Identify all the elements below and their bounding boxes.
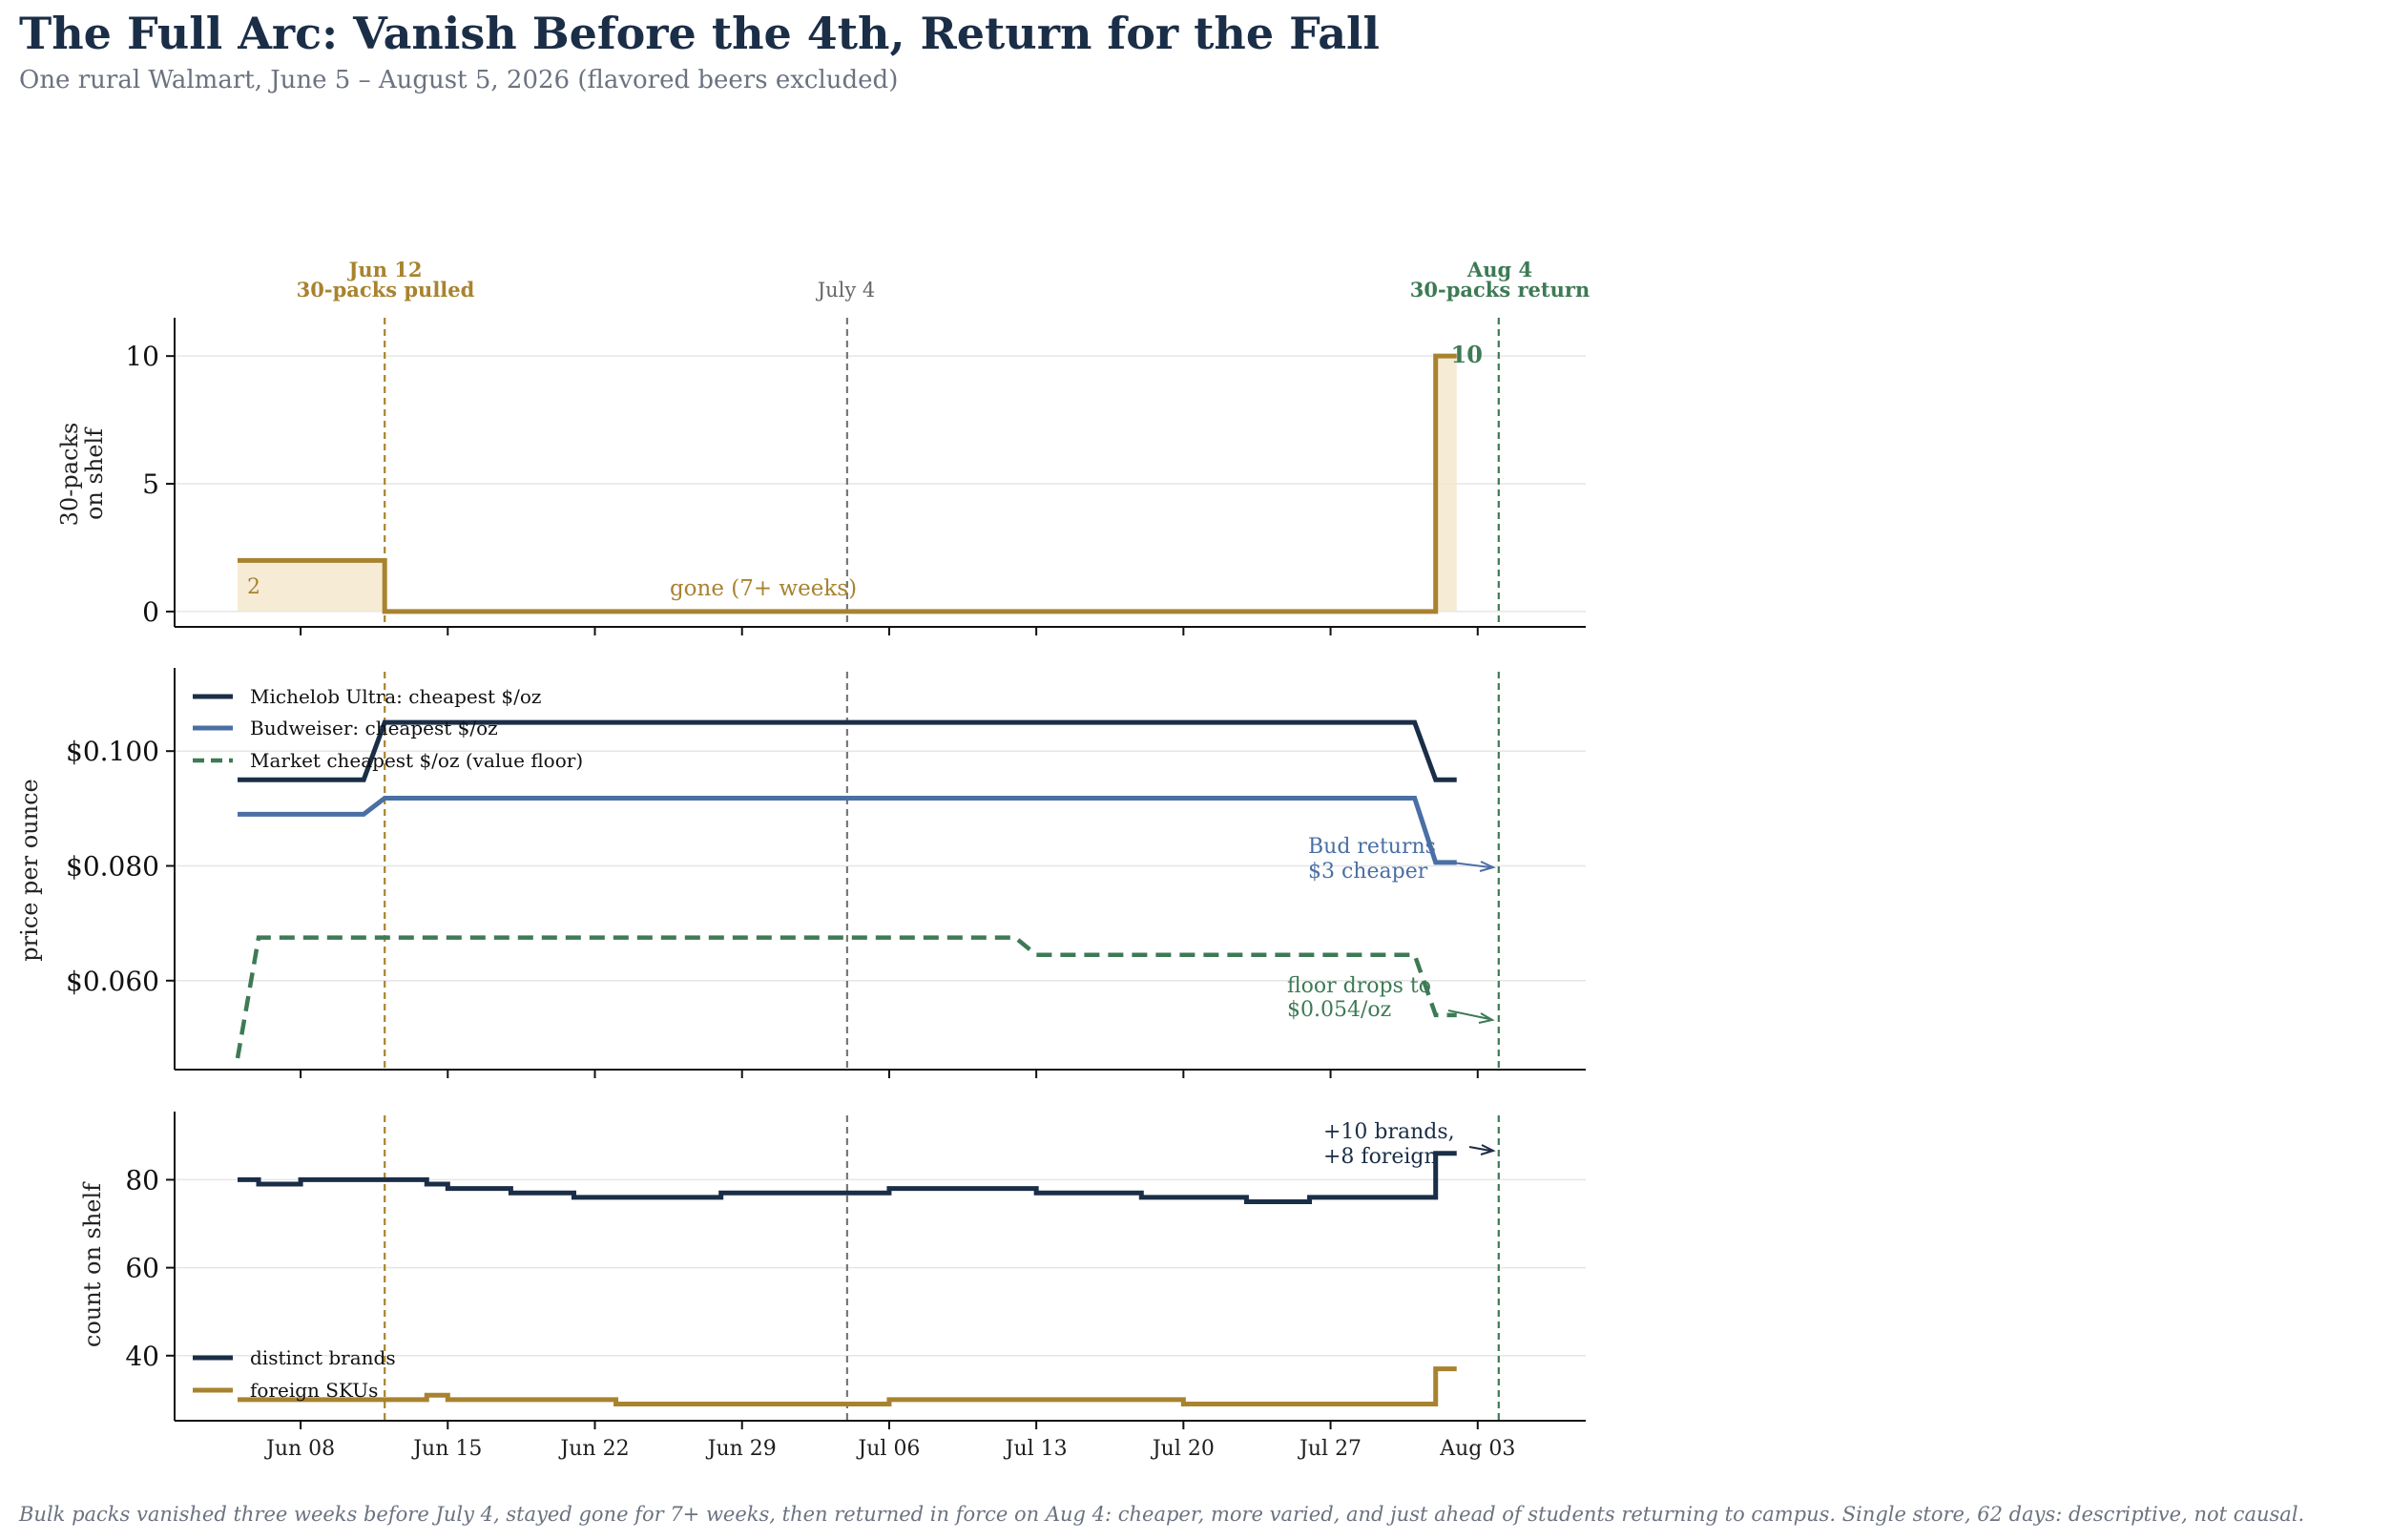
y-tick-label: 60 [125, 1253, 159, 1284]
legend-floor-label: Market cheapest $/oz (value floor) [250, 749, 583, 772]
x-tick-label: Jul 27 [1298, 1437, 1362, 1461]
chart-footnote: Bulk packs vanished three weeks before J… [18, 1503, 2304, 1526]
x-tick-label: Jun 29 [706, 1437, 777, 1461]
annotation-bud-arrow [1451, 862, 1491, 868]
legend-michelob-label: Michelob Ultra: cheapest $/oz [250, 685, 541, 708]
annotation-floor-arrow [1447, 1009, 1490, 1020]
panel1-axes [174, 318, 1586, 635]
x-tick-label: Jul 13 [1004, 1437, 1068, 1461]
panel2-grid [175, 750, 1586, 982]
x-tick-label: Jul 20 [1151, 1437, 1215, 1461]
legend-foreign-label: foreign SKUs [250, 1379, 378, 1402]
series-30-packs-line [238, 353, 1457, 614]
legend-budweiser-label: Budweiser: cheapest $/oz [250, 717, 498, 739]
annotation-gone: gone (7+ weeks) [670, 576, 857, 601]
series-foreign-line [238, 1366, 1457, 1406]
event-return-date: Aug 4 [1466, 258, 1532, 281]
y-tick-label: 0 [142, 596, 159, 628]
event-return-label: 30-packs return [1410, 278, 1590, 302]
event-july4-label: July 4 [816, 279, 876, 302]
panel3-yticks: 40 60 80 [125, 1164, 175, 1372]
panel1-ylabel-line2: on shelf [81, 427, 108, 520]
annotation-bud-returns-line2: $3 cheaper [1308, 860, 1428, 884]
y-tick-label: 80 [125, 1164, 159, 1196]
annotation-brands-line1: +10 brands, [1323, 1120, 1455, 1144]
series-floor-line [235, 935, 1457, 1059]
legend-brands-label: distinct brands [250, 1346, 396, 1369]
x-axis-ticks: Jun 08 Jun 15 Jun 22 Jun 29 Jul 06 Jul 13 Jul … [264, 1437, 1515, 1461]
panel2-axes [174, 668, 1586, 1078]
event-pulled-date: Jun 12 [346, 258, 422, 281]
annotation-floor-line2: $0.054/oz [1287, 998, 1391, 1022]
panel1-yticks: 0 5 10 [125, 341, 175, 628]
panel2-event-lines [384, 672, 1500, 1070]
annotation-brands-arrow [1468, 1146, 1491, 1152]
panel1-ylabel-line1: 30-packs [56, 423, 83, 527]
panel-30-packs: 0 5 10 30-packs on shelf 2 gone (7+ weeks)… [56, 318, 1586, 635]
panel1-event-lines [384, 318, 1500, 627]
annotation-bud-arrowhead [1479, 861, 1496, 872]
y-tick-label: 5 [142, 468, 159, 500]
annotation-floor-arrowhead [1478, 1012, 1495, 1024]
panel2-yticks: $0.060 $0.080 $0.100 [66, 736, 175, 997]
chart-title: The Full Arc: Vanish Before the 4th, Ret… [19, 8, 1380, 59]
annotation-end-value: 10 [1451, 341, 1483, 368]
annotation-start-value: 2 [247, 575, 260, 599]
x-tick-label: Jun 08 [264, 1437, 335, 1461]
series-budweiser-line [238, 796, 1457, 865]
y-tick-label: 10 [125, 341, 159, 372]
series-brands-line [238, 1151, 1457, 1204]
panel2-ylabel: price per ounce [16, 779, 43, 961]
y-tick-label: $0.060 [66, 966, 159, 997]
y-tick-label: 40 [125, 1341, 159, 1372]
event-pulled-label: 30-packs pulled [297, 278, 475, 302]
x-tick-label: Jun 22 [558, 1437, 629, 1461]
chart-subtitle: One rural Walmart, June 5 – August 5, 20… [19, 66, 898, 94]
annotation-brands-line2: +8 foreign [1323, 1145, 1438, 1169]
panel-prices: $0.060 $0.080 $0.100 price per ounce Miche… [16, 668, 1586, 1078]
panel3-ylabel: count on shelf [79, 1181, 106, 1347]
annotation-floor-line1: floor drops to [1287, 974, 1431, 998]
y-tick-label: $0.080 [66, 850, 159, 882]
panel3-event-lines [384, 1115, 1500, 1421]
x-tick-label: Jun 15 [411, 1437, 482, 1461]
x-tick-label: Aug 03 [1439, 1437, 1515, 1461]
y-tick-label: $0.100 [66, 736, 159, 767]
x-tick-label: Jul 06 [856, 1437, 920, 1461]
panel3-axes [174, 1112, 1586, 1429]
annotation-brands-arrowhead [1480, 1144, 1496, 1155]
annotation-bud-returns-line1: Bud returns [1308, 835, 1436, 859]
panel1-area-fill [238, 356, 1457, 612]
series-michelob-line [238, 719, 1457, 782]
panel-counts: 40 60 80 Jun 08 Jun 15 Jun 22 Jun 29 Jul 06 Jul… [79, 1112, 1586, 1461]
panel3-grid [175, 1178, 1586, 1357]
